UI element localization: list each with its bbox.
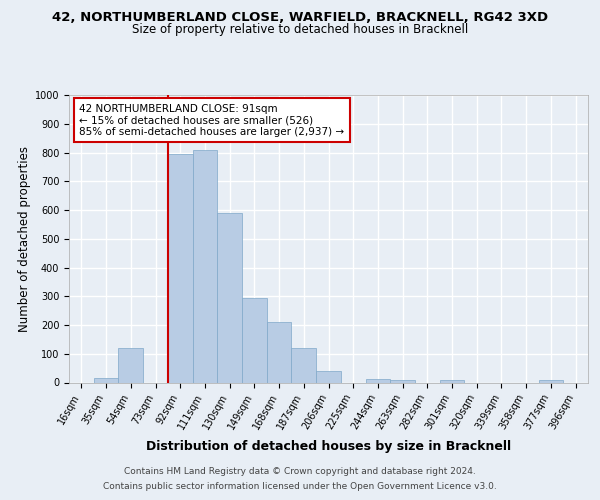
Bar	[267, 322, 292, 382]
Text: 42 NORTHUMBERLAND CLOSE: 91sqm
← 15% of detached houses are smaller (526)
85% of: 42 NORTHUMBERLAND CLOSE: 91sqm ← 15% of …	[79, 104, 344, 137]
Bar	[242, 298, 267, 382]
Bar	[292, 348, 316, 382]
Text: Contains HM Land Registry data © Crown copyright and database right 2024.: Contains HM Land Registry data © Crown c…	[124, 467, 476, 476]
Bar	[118, 348, 143, 382]
Bar	[193, 150, 217, 382]
Y-axis label: Number of detached properties: Number of detached properties	[17, 146, 31, 332]
Text: 42, NORTHUMBERLAND CLOSE, WARFIELD, BRACKNELL, RG42 3XD: 42, NORTHUMBERLAND CLOSE, WARFIELD, BRAC…	[52, 11, 548, 24]
X-axis label: Distribution of detached houses by size in Bracknell: Distribution of detached houses by size …	[146, 440, 511, 453]
Text: Contains public sector information licensed under the Open Government Licence v3: Contains public sector information licen…	[103, 482, 497, 491]
Text: Size of property relative to detached houses in Bracknell: Size of property relative to detached ho…	[132, 24, 468, 36]
Bar	[217, 213, 242, 382]
Bar	[94, 378, 118, 382]
Bar	[539, 380, 563, 382]
Bar	[316, 371, 341, 382]
Bar	[440, 380, 464, 382]
Bar	[168, 154, 193, 382]
Bar	[390, 380, 415, 382]
Bar	[365, 379, 390, 382]
